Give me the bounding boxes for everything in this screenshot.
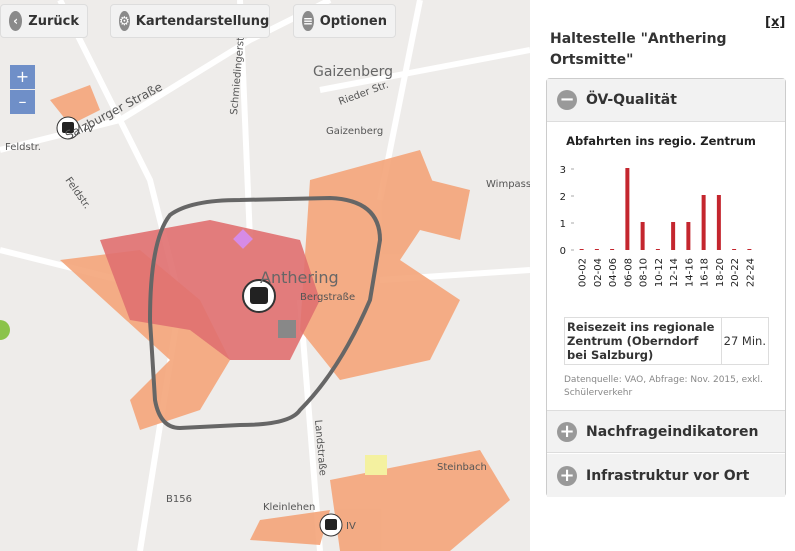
section-title: ÖV-Qualität: [586, 92, 677, 108]
map-view-button[interactable]: ⚙ Kartendarstellung: [110, 4, 270, 38]
options-button[interactable]: ≡ Optionen: [293, 4, 396, 38]
zoom-out[interactable]: –: [10, 90, 35, 114]
map-label: Gaizenberg: [313, 64, 393, 80]
bar: [747, 249, 752, 250]
button-label: Kartendarstellung: [135, 13, 270, 29]
map-label: Steinbach: [437, 462, 487, 473]
source-note: Datenquelle: VAO, Abfrage: Nov. 2015, ex…: [564, 375, 763, 398]
map-label: Landstraße: [312, 419, 328, 476]
panel-title: Haltestelle "Anthering Ortsmitte": [550, 31, 727, 68]
section-title: Nachfrageindikatoren: [586, 423, 759, 440]
bar: [716, 195, 721, 250]
bar: [732, 249, 737, 250]
y-tick-label: 0: [560, 246, 566, 257]
map-label: Wimpass: [486, 179, 530, 190]
map-label: Feldstr.: [5, 142, 41, 153]
map-label: B156: [166, 494, 192, 505]
map-label: IV: [346, 521, 356, 532]
x-tick-label: 14-16: [684, 258, 695, 287]
section-header[interactable]: + Infrastruktur vor Ort: [547, 454, 785, 497]
bar: [625, 168, 630, 250]
map-label: Bergstraße: [300, 292, 355, 303]
bar: [655, 249, 660, 250]
section-header[interactable]: − ÖV-Qualität: [547, 79, 785, 122]
section-header[interactable]: + Nachfrageindikatoren: [547, 410, 785, 453]
bar: [594, 249, 599, 250]
x-tick-label: 12-14: [669, 258, 680, 287]
x-tick-label: 20-22: [730, 258, 741, 287]
x-tick-label: 16-18: [700, 258, 711, 287]
table-label: Reisezeit ins regionale Zentrum (Oberndo…: [564, 317, 722, 365]
x-tick-label: 04-06: [608, 258, 619, 287]
map: Gaizenberg Anthering Salzburger Straße S…: [0, 0, 530, 551]
button-label: Zurück: [28, 13, 79, 29]
info-panel: [x] Haltestelle "Anthering Ortsmitte" − Ö…: [530, 0, 795, 551]
bar: [671, 222, 676, 250]
travel-time-table: Reisezeit ins regionale Zentrum (Oberndo…: [564, 317, 770, 365]
x-tick-label: 18-20: [715, 258, 726, 287]
map-label: Gaizenberg: [326, 126, 383, 137]
y-tick-label: 2: [560, 192, 566, 203]
table-value: 27 Min.: [720, 317, 770, 365]
bar: [701, 195, 706, 250]
map-label: IV: [84, 124, 94, 135]
chart-title: Abfahrten ins regio. Zentrum: [566, 134, 756, 148]
map-label: Kleinlehen: [263, 502, 315, 513]
y-tick-label: 3: [560, 165, 566, 176]
back-button[interactable]: ‹ Zurück: [0, 4, 88, 38]
zoom-in[interactable]: +: [10, 65, 35, 89]
accordion: − ÖV-Qualität Abfahrten ins regio. Zentru…: [546, 78, 786, 497]
button-label: Optionen: [319, 13, 387, 29]
chart: Abfahrten ins regio. Zentrum 0 1 2 3 00-02 02…: [560, 134, 757, 287]
bar: [640, 222, 645, 250]
close-button[interactable]: [x]: [765, 15, 786, 30]
x-tick-label: 00-02: [578, 258, 589, 287]
section-title: Infrastruktur vor Ort: [586, 467, 750, 484]
bar: [579, 249, 584, 250]
bar: [610, 249, 615, 250]
x-tick-label: 06-08: [623, 258, 634, 287]
x-tick-label: 02-04: [593, 258, 604, 287]
map-label: Anthering: [260, 268, 339, 287]
x-tick-label: 22-24: [745, 258, 756, 287]
y-tick-label: 1: [560, 219, 566, 230]
bar: [686, 222, 691, 250]
x-tick-label: 08-10: [639, 258, 650, 287]
x-tick-label: 10-12: [654, 258, 665, 287]
